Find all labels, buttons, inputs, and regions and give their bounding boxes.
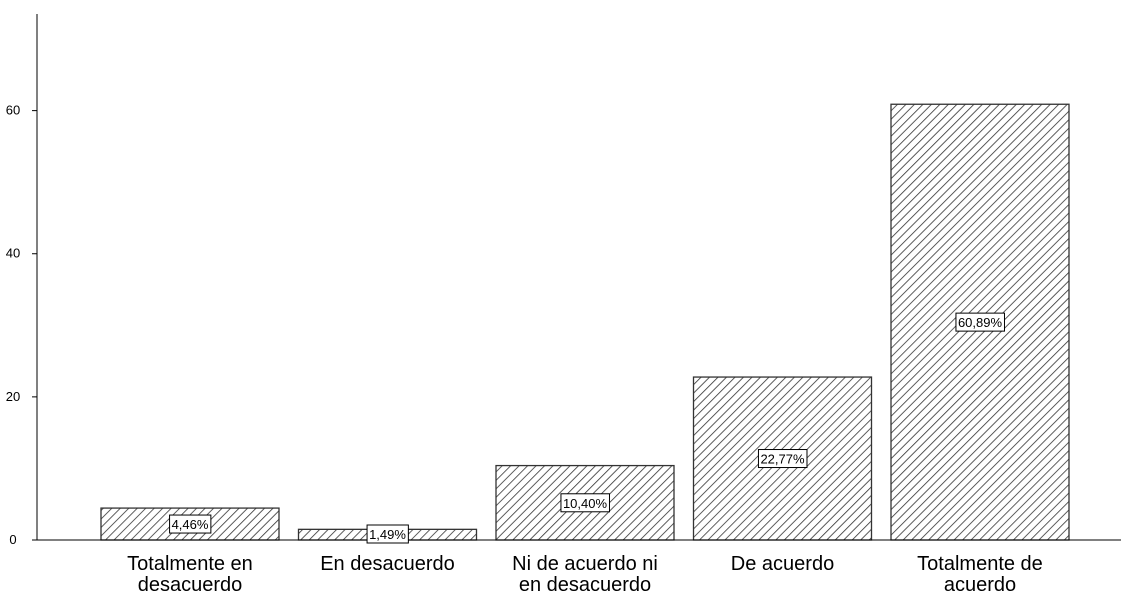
x-category-label: Ni de acuerdo ni en desacuerdo (512, 553, 658, 596)
x-category-label: En desacuerdo (320, 553, 455, 575)
data-label-box (169, 514, 212, 534)
data-label-text: 1,49% (369, 527, 406, 542)
data-label: 4,46% (169, 514, 212, 534)
bars-layer (100, 103, 1070, 541)
data-label: 1,49% (366, 524, 409, 544)
data-label-text: 4,46% (172, 517, 209, 532)
y-tick-label: 0 (9, 532, 16, 547)
x-category-label: Totalmente de acuerdo (917, 553, 1043, 596)
data-label-text: 10,40% (563, 496, 608, 511)
data-label-box (560, 493, 610, 513)
axis-layer: 0 20 40 60 (6, 14, 1121, 547)
data-label: 22,77% (757, 449, 808, 469)
data-label: 10,40% (560, 493, 610, 513)
y-tick-label: 40 (6, 246, 20, 261)
data-label-box (757, 449, 808, 469)
y-tick-label: 20 (6, 389, 20, 404)
data-label-box (366, 524, 409, 544)
data-label: 60,89% (955, 312, 1005, 332)
x-category-label: De acuerdo (731, 553, 834, 575)
data-label-text: 22,77% (760, 452, 805, 467)
x-category-label: Totalmente en desacuerdo (127, 553, 253, 596)
labels-layer: Totalmente en desacuerdo En desacuerdo Ni d… (127, 312, 1043, 596)
data-label-box (955, 312, 1005, 332)
y-tick-label: 60 (6, 103, 20, 118)
data-label-text: 60,89% (958, 315, 1003, 330)
